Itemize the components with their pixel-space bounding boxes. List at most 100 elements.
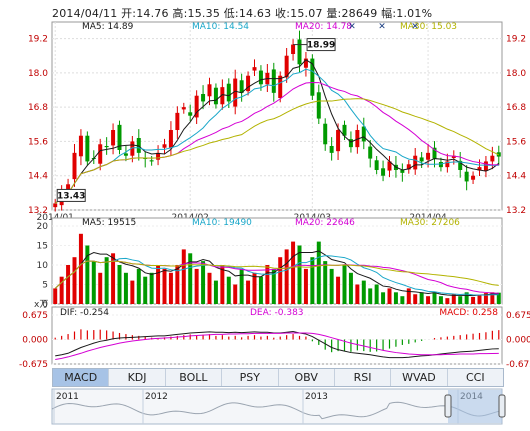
volume-bar [284, 249, 289, 304]
overview-year-label: 2013 [305, 392, 328, 402]
volume-bar [72, 257, 77, 304]
candle-body [297, 39, 302, 65]
volume-bar [374, 284, 379, 304]
volume-ma-line-10 [54, 255, 499, 296]
candle-body [303, 58, 308, 68]
min-callout-box [56, 188, 86, 202]
volume-bar [201, 261, 206, 304]
tab-psy[interactable]: PSY [222, 369, 279, 386]
volume-bar [194, 268, 199, 304]
price-y-tick-left: 13.2 [28, 206, 48, 216]
volume-unit-label: x万 [34, 300, 48, 310]
candle-body [220, 87, 225, 105]
price-y-tick-left: 16.8 [28, 103, 48, 113]
candle-body [445, 161, 450, 168]
volume-bar [162, 268, 167, 304]
candle-body [85, 135, 90, 162]
price-legend-item: MA5: 14.89 [82, 22, 134, 32]
price-y-tick-right: 16.8 [506, 103, 526, 113]
price-y-tick-right: 13.2 [506, 206, 526, 216]
volume-bar [213, 280, 218, 304]
tab-cci[interactable]: CCI [466, 371, 485, 384]
volume-bar [342, 265, 347, 304]
candle-body [149, 160, 154, 162]
volume-bar [426, 296, 431, 304]
overview-left-handle[interactable] [444, 394, 452, 418]
volume-bar [348, 272, 353, 304]
candle-body [258, 70, 263, 85]
volume-y-tick: 20 [37, 222, 49, 232]
volume-bar [329, 268, 334, 304]
candle-body [426, 152, 431, 160]
candle-body [123, 153, 128, 156]
candle-body [130, 141, 135, 156]
macd-legend-dea: DEA: -0.383 [250, 308, 304, 318]
volume-bar [291, 241, 296, 304]
volume-bar [471, 296, 476, 304]
volume-bar [419, 292, 424, 304]
price-ma-line-10 [54, 68, 499, 204]
volume-bar [464, 292, 469, 304]
price-ma-line-30 [54, 98, 500, 204]
candle-body [381, 168, 386, 176]
min-price-label: 13.43 [57, 191, 85, 201]
volume-bar [483, 293, 488, 304]
candle-body [477, 167, 482, 171]
tab-macd[interactable]: MACD [53, 369, 110, 386]
volume-bar [136, 268, 141, 304]
volume-bar [252, 272, 257, 304]
tab-rsi[interactable]: RSI [335, 369, 392, 386]
price-legend-item: MA10: 14.54 [192, 22, 249, 32]
macd-y-tick-right: 0.000 [506, 336, 530, 346]
volume-bar [117, 265, 122, 304]
candle-body [233, 78, 238, 107]
event-marker-icon: ✕ [348, 22, 356, 32]
volume-bar [258, 276, 263, 304]
volume-legend-item: MA10: 19490 [192, 218, 252, 228]
volume-bar [458, 296, 463, 304]
price-ma-line-5 [54, 59, 500, 204]
macd-legend-macd: MACD: 0.258 [439, 308, 498, 318]
price-y-tick-right: 18.0 [506, 69, 526, 79]
tab-wvad[interactable]: WVAD [391, 369, 448, 386]
volume-bar [130, 280, 135, 304]
candle-body [239, 80, 244, 93]
candle-body [438, 162, 443, 168]
volume-bar [168, 272, 173, 304]
volume-bar [355, 284, 360, 304]
candle-body [374, 160, 379, 170]
price-y-tick-right: 14.4 [506, 172, 526, 182]
indicator-tabs: MACD KDJ BOLL PSY OBV RSI WVAD CCI [52, 368, 504, 387]
volume-y-tick: 15 [37, 242, 48, 252]
candle-body [162, 144, 167, 148]
candle-body [451, 155, 456, 158]
candle-body [323, 123, 328, 145]
volume-legend-item: MA20: 22646 [295, 218, 355, 228]
header-close: 收:15.07 [275, 7, 323, 20]
tab-boll[interactable]: BOLL [166, 369, 223, 386]
volume-bar [233, 284, 238, 304]
overview-price-line [51, 401, 503, 420]
volume-y-tick: 10 [37, 261, 49, 271]
tab-obv[interactable]: OBV [279, 369, 335, 386]
candle-body [368, 146, 373, 159]
tab-kdj[interactable]: KDJ [109, 369, 166, 386]
quote-header: 2014/04/11 开:14.76 高:15.35 低:14.63 收:15.… [52, 5, 432, 21]
volume-bar [271, 268, 276, 304]
volume-bar [297, 245, 302, 304]
volume-bar [406, 288, 411, 304]
overview-right-handle[interactable] [498, 394, 506, 418]
candle-body [291, 44, 296, 54]
price-y-tick-right: 19.2 [506, 35, 526, 45]
volume-bar [53, 288, 58, 304]
macd-y-tick-right: 0.675 [506, 311, 530, 321]
candle-body [194, 95, 199, 118]
max-price-label: 18.99 [307, 41, 335, 51]
candle-body [413, 155, 418, 170]
candle-body [201, 94, 206, 102]
candle-body [207, 84, 212, 97]
volume-bar [393, 292, 398, 304]
price-y-tick-right: 15.6 [506, 137, 526, 147]
volume-bar [91, 261, 96, 304]
